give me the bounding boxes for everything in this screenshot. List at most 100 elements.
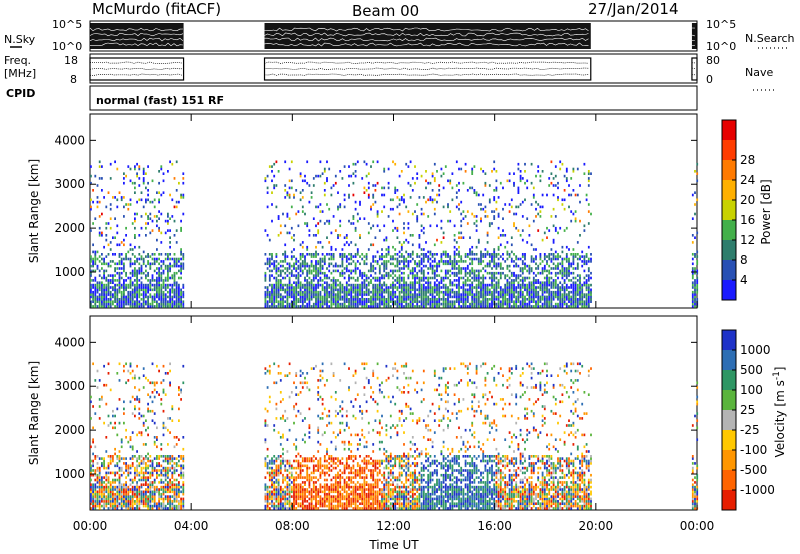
data-cell: [587, 210, 590, 213]
data-cell: [138, 267, 141, 270]
data-cell: [156, 279, 158, 282]
data-cell: [583, 305, 586, 308]
data-cell: [162, 172, 165, 175]
data-cell: [425, 179, 427, 183]
data-cell: [319, 257, 322, 261]
data-cell: [565, 167, 568, 171]
data-cell: [433, 302, 436, 306]
data-cell: [455, 271, 458, 275]
data-cell: [418, 264, 421, 268]
data-cell: [422, 271, 425, 275]
data-cell: [363, 191, 366, 194]
data-cell: [277, 286, 280, 289]
data-cell: [149, 490, 152, 494]
data-cell: [116, 271, 119, 275]
data-cell: [563, 281, 566, 284]
data-cell: [103, 462, 105, 465]
power-colorbar-label: Power [dB]: [759, 179, 773, 244]
data-cell: [164, 264, 167, 268]
data-cell: [694, 283, 696, 287]
data-cell: [107, 293, 110, 296]
data-cell: [453, 257, 456, 261]
data-cell: [123, 495, 125, 498]
data-cell: [105, 402, 108, 406]
data-cell: [312, 283, 315, 287]
data-cell: [164, 372, 167, 375]
data-cell: [275, 276, 278, 280]
data-cell: [125, 362, 127, 366]
data-cell: [275, 267, 278, 270]
data-cell: [105, 476, 108, 479]
data-cell: [587, 300, 590, 303]
data-cell: [559, 271, 562, 275]
data-cell: [345, 286, 348, 289]
data-cell: [576, 288, 579, 292]
data-cell: [537, 300, 540, 303]
data-cell: [449, 288, 452, 292]
data-cell: [147, 295, 149, 299]
data-cell: [169, 504, 171, 508]
data-cell: [109, 483, 112, 486]
data-cell: [372, 305, 375, 308]
data-cell: [145, 300, 147, 303]
data-cell: [94, 217, 97, 220]
data-cell: [149, 409, 152, 413]
data-cell: [361, 300, 364, 303]
data-cell: [539, 288, 542, 292]
data-cell: [96, 184, 99, 187]
data-cell: [136, 276, 138, 280]
data-cell: [528, 267, 531, 270]
data-cell: [495, 200, 498, 204]
data-cell: [173, 488, 176, 491]
data-cell: [521, 200, 524, 204]
data-cell: [576, 293, 579, 296]
data-cell: [495, 276, 498, 280]
data-cell: [147, 193, 149, 197]
data-cell: [315, 267, 317, 270]
data-cell: [297, 279, 300, 282]
data-cell: [394, 300, 397, 303]
data-cell: [275, 255, 278, 258]
data-cell: [497, 305, 500, 308]
data-cell: [583, 162, 586, 166]
data-cell: [164, 483, 167, 486]
data-cell: [427, 288, 430, 292]
data-cell: [131, 464, 134, 468]
data-cell: [387, 305, 390, 308]
data-cell: [125, 466, 127, 470]
data-cell: [519, 170, 522, 173]
data-cell: [337, 290, 339, 294]
data-cell: [301, 245, 304, 249]
data-cell: [519, 286, 522, 289]
data-cell: [94, 504, 97, 508]
data-cell: [140, 288, 143, 292]
data-cell: [312, 264, 315, 268]
data-cell: [103, 269, 105, 273]
data-cell: [138, 290, 141, 294]
data-cell: [565, 293, 568, 296]
data-cell: [442, 290, 445, 294]
data-cell: [112, 500, 114, 503]
data-cell: [107, 488, 110, 491]
data-cell: [94, 286, 97, 289]
data-cell: [103, 257, 105, 261]
data-cell: [521, 262, 524, 266]
data-cell: [396, 269, 399, 273]
data-cell: [147, 288, 149, 292]
data-cell: [131, 305, 134, 308]
data-cell: [513, 264, 515, 268]
data-cell: [372, 193, 375, 197]
data-cell: [414, 267, 416, 270]
data-cell: [339, 281, 342, 284]
data-cell: [420, 288, 423, 292]
data-cell: [308, 184, 311, 187]
data-cell: [282, 283, 284, 287]
data-cell: [315, 274, 317, 277]
data-cell: [180, 262, 182, 266]
data-cell: [339, 234, 342, 237]
data-cell: [458, 302, 460, 306]
data-cell: [396, 298, 399, 301]
data-cell: [151, 492, 154, 496]
data-cell: [145, 295, 147, 299]
data-cell: [304, 300, 306, 303]
